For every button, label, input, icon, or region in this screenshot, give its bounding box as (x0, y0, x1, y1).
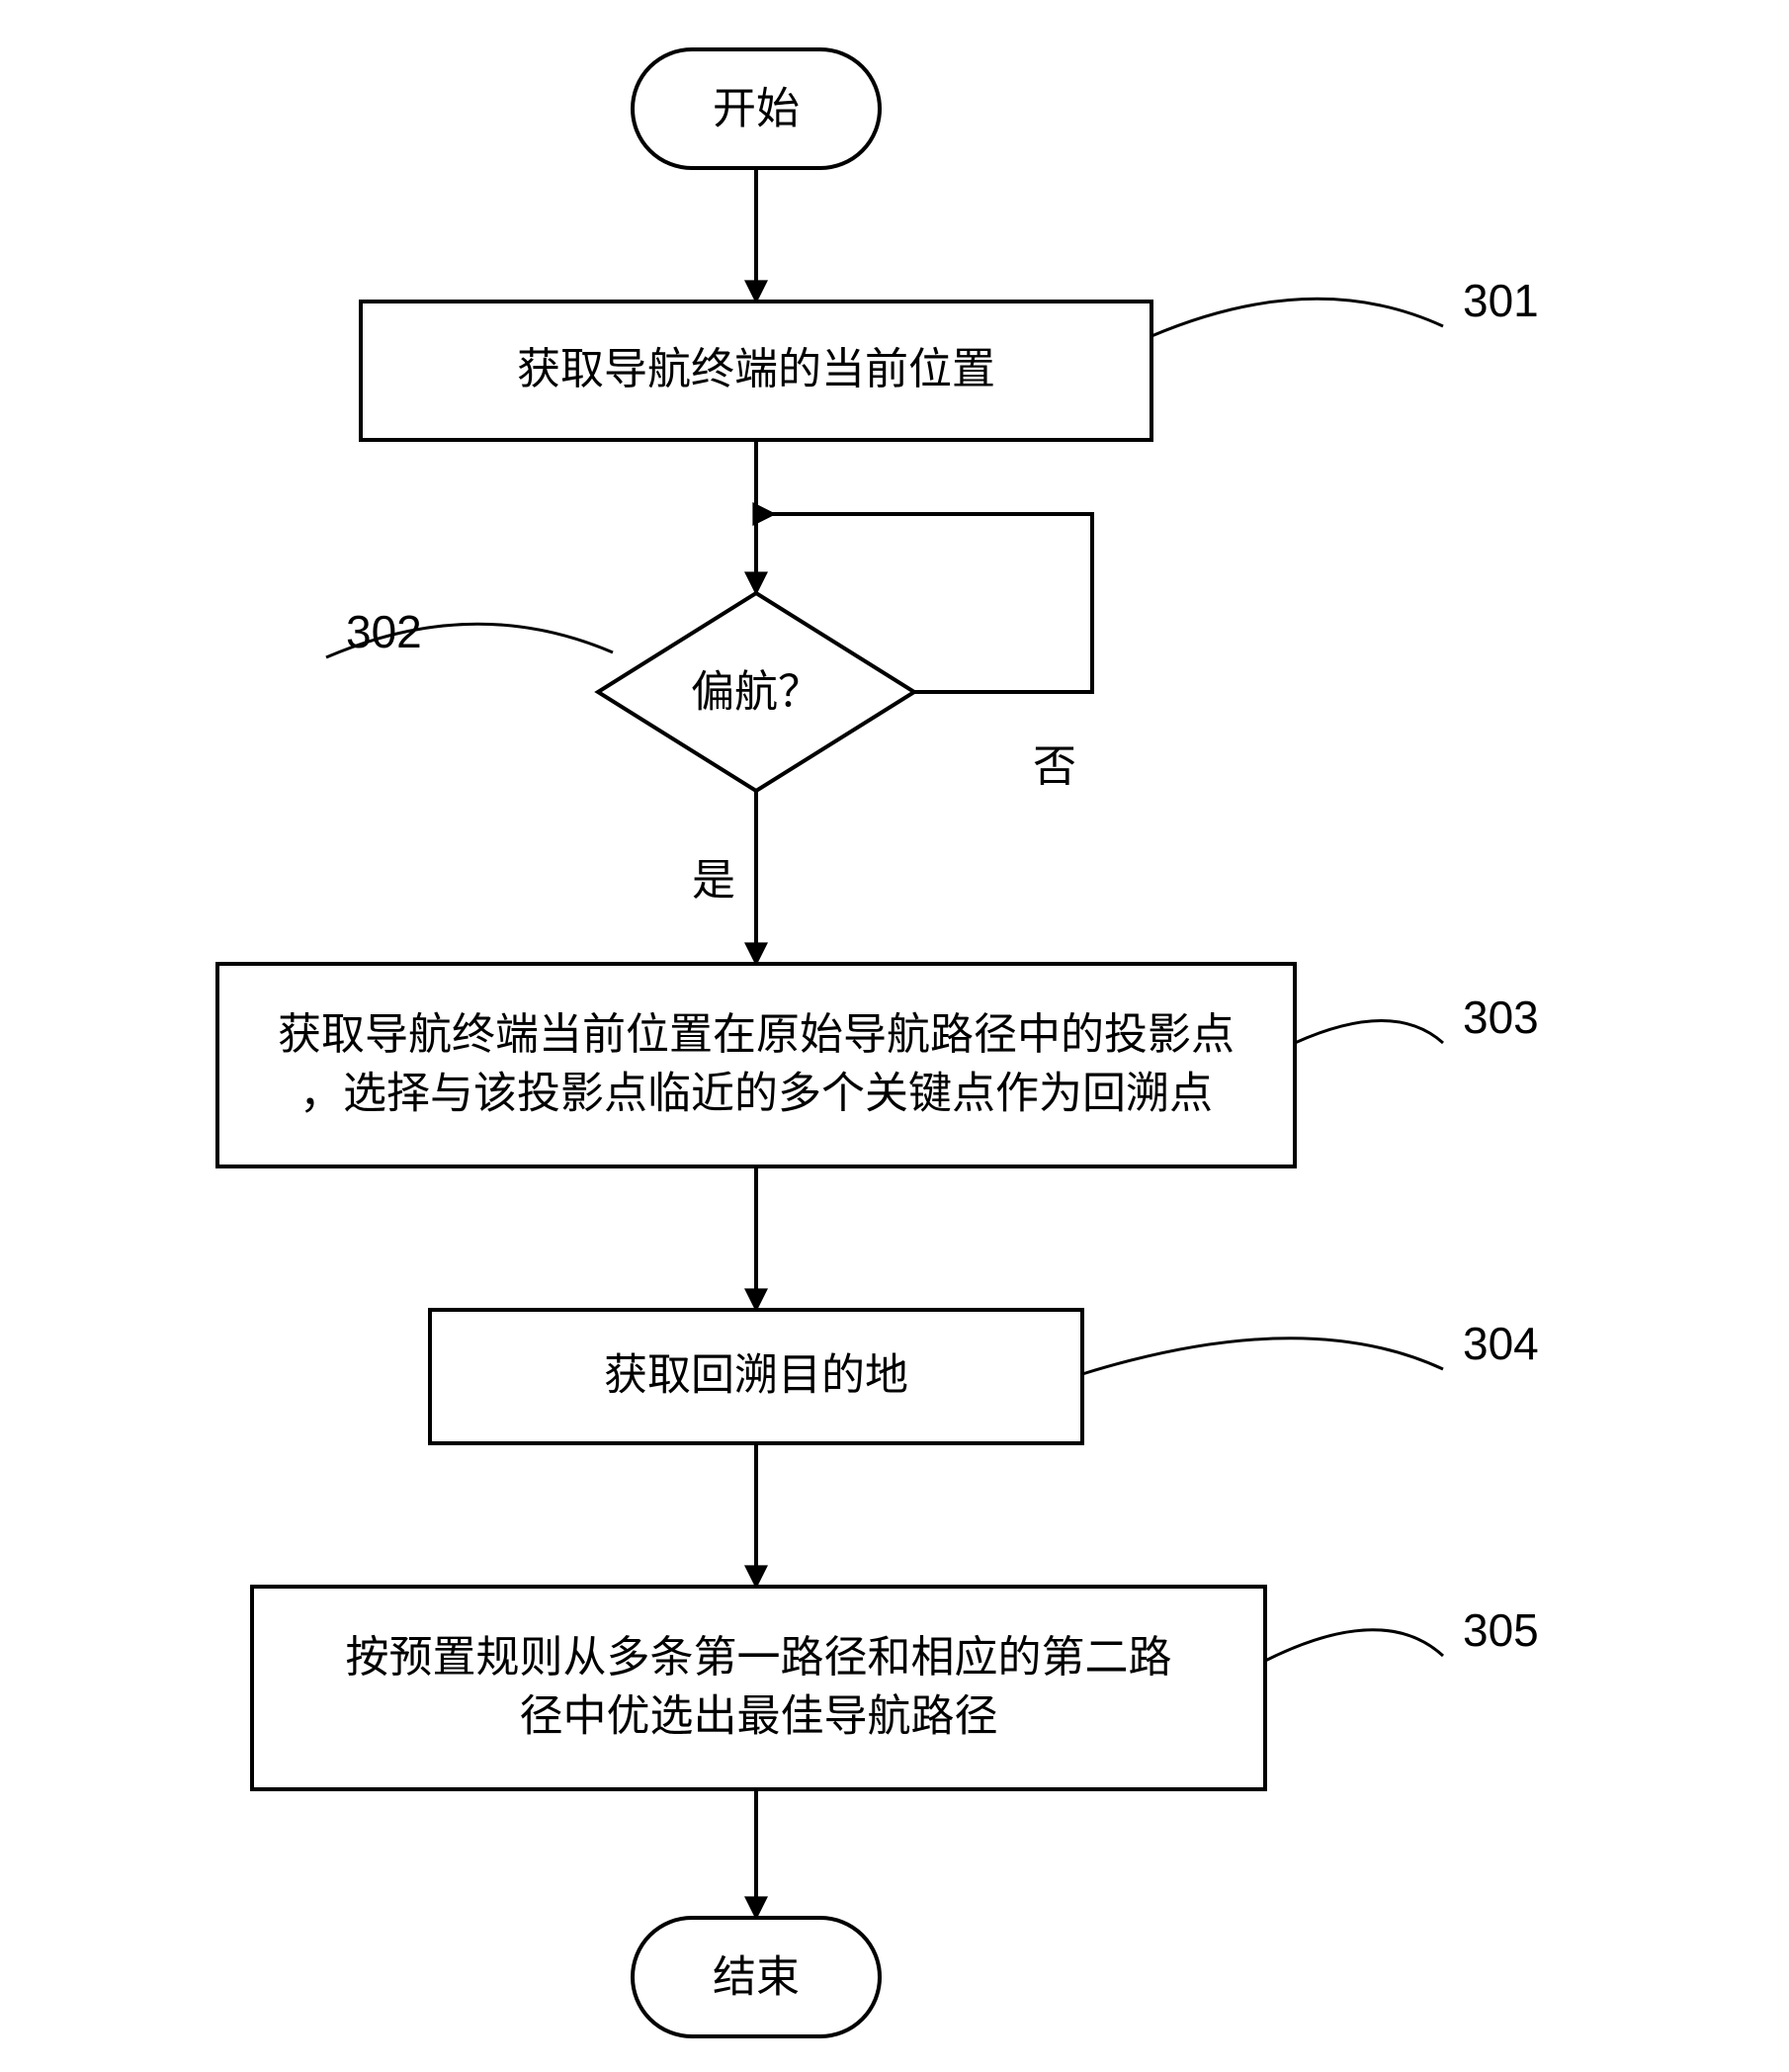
end-label: 结束 (713, 1953, 800, 2002)
edge-label: 是 (692, 856, 735, 905)
step-number: 301 (1463, 275, 1539, 326)
leader-line (1265, 1630, 1443, 1661)
leader-line (1295, 1021, 1443, 1044)
step-number: 305 (1463, 1604, 1539, 1656)
n304-label: 获取回溯目的地 (604, 1351, 908, 1400)
leader-line (1151, 299, 1443, 336)
d302-label: 偏航？ (691, 668, 821, 717)
n301-label: 获取导航终端的当前位置 (517, 345, 995, 393)
step-number: 303 (1463, 992, 1539, 1043)
n305-box (252, 1587, 1265, 1789)
n303-box (217, 964, 1295, 1166)
step-number: 302 (346, 606, 422, 657)
leader-line (1082, 1338, 1443, 1374)
start-label: 开始 (713, 85, 800, 133)
edge-label: 否 (1033, 742, 1076, 791)
step-number: 304 (1463, 1318, 1539, 1369)
